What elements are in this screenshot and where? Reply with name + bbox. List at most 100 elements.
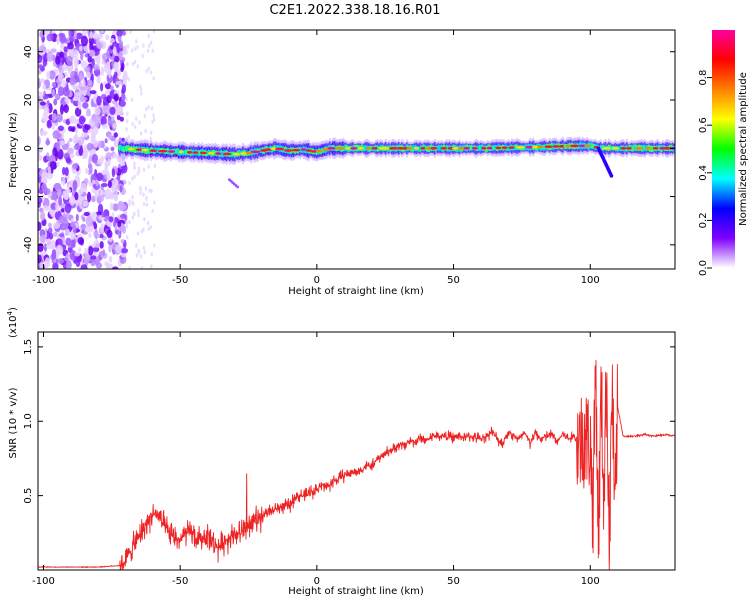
colorbar-tick-label: 0.0 — [698, 260, 709, 276]
noise-speckle — [100, 66, 105, 76]
noise-speckle — [79, 49, 84, 61]
noise-speckle — [142, 245, 146, 251]
noise-speckle — [65, 260, 72, 269]
noise-speckle — [96, 42, 104, 50]
noise-speckle — [38, 221, 42, 231]
ridge-core-dash — [178, 150, 184, 154]
noise-speckle — [144, 128, 147, 134]
noise-speckle — [125, 224, 129, 229]
noise-speckle — [142, 192, 145, 197]
noise-speckle — [113, 89, 120, 96]
noise-speckle — [39, 261, 44, 269]
noise-speckle — [49, 161, 57, 170]
noise-speckle — [133, 174, 136, 179]
ridge-core-dash — [440, 146, 448, 150]
noise-speckle — [151, 175, 155, 181]
noise-speckle — [114, 55, 120, 63]
noise-speckle — [83, 253, 91, 265]
ridge-core-dash — [186, 151, 193, 154]
noise-speckle — [69, 152, 75, 159]
spectrogram-x-tick-label: 100 — [581, 275, 600, 286]
noise-speckle — [58, 72, 64, 82]
spectrogram-x-tick-label: -100 — [32, 275, 55, 286]
noise-speckle — [100, 115, 107, 126]
noise-speckle — [55, 238, 63, 248]
noise-speckle — [149, 40, 153, 46]
noise-speckle — [55, 248, 60, 260]
noise-speckle — [87, 56, 93, 63]
ridge-core-dash — [570, 144, 580, 148]
ridge-core-dash — [525, 145, 534, 149]
ridge-core-dash — [402, 146, 408, 150]
noise-speckle — [139, 254, 143, 259]
noise-speckle — [119, 204, 127, 211]
ridge-core-dash — [501, 146, 508, 150]
noise-speckle — [88, 163, 93, 175]
noise-speckle — [91, 153, 99, 164]
noise-speckle — [115, 106, 121, 115]
ridge-core-dash — [620, 146, 627, 150]
noise-speckle — [55, 55, 61, 65]
noise-speckle — [94, 190, 98, 201]
noise-speckle — [127, 77, 130, 82]
noise-speckle — [48, 232, 54, 240]
noise-speckle — [113, 132, 118, 138]
noise-speckle — [62, 85, 70, 97]
noise-speckle — [83, 177, 89, 184]
noise-speckle — [60, 43, 65, 50]
noise-speckle — [136, 171, 139, 176]
noise-speckle — [137, 208, 140, 214]
ridge-core-dash — [426, 146, 432, 150]
noise-speckle — [51, 249, 57, 260]
noise-speckle — [77, 236, 84, 245]
noise-speckle — [113, 61, 119, 71]
noise-speckle — [153, 117, 156, 122]
noise-speckle — [90, 73, 94, 83]
noise-speckle — [97, 114, 101, 123]
noise-speckle — [147, 66, 150, 71]
noise-speckle — [38, 64, 43, 69]
noise-speckle — [39, 78, 46, 84]
noise-speckle — [100, 222, 104, 233]
noise-speckle — [101, 169, 108, 175]
noise-speckle — [121, 88, 125, 95]
noise-speckle — [122, 70, 128, 79]
noise-speckle — [61, 80, 67, 88]
ridge-core-dash — [327, 146, 336, 150]
noise-speckle — [128, 219, 131, 225]
noise-speckle — [38, 69, 42, 75]
noise-speckle — [53, 182, 61, 190]
noise-speckle — [120, 163, 128, 174]
noise-speckle — [86, 108, 91, 117]
noise-speckle — [113, 195, 118, 202]
noise-speckle — [82, 30, 87, 38]
noise-speckle — [39, 101, 46, 106]
noise-speckle — [46, 51, 54, 62]
noise-speckle — [85, 71, 91, 79]
noise-speckle — [139, 190, 142, 196]
noise-speckle — [137, 168, 141, 173]
colorbar-label: Normalized spectral amplitude — [738, 72, 749, 226]
noise-speckle — [100, 182, 108, 188]
noise-speckle — [75, 213, 79, 222]
noise-speckle — [91, 211, 98, 222]
noise-speckle — [38, 53, 43, 64]
noise-speckle — [120, 247, 129, 254]
noise-speckle — [128, 199, 131, 204]
ridge-core-dash — [192, 151, 199, 154]
noise-speckle — [112, 178, 119, 186]
noise-speckle — [65, 237, 72, 246]
noise-speckle — [150, 106, 154, 111]
ridge-core-dash — [531, 145, 540, 149]
noise-speckle — [81, 132, 88, 138]
noise-speckle — [67, 42, 74, 50]
noise-speckle — [57, 125, 64, 132]
noise-speckle — [137, 249, 141, 254]
noise-speckle — [131, 176, 134, 182]
noise-speckle — [72, 180, 78, 191]
noise-speckle — [44, 30, 50, 36]
noise-speckle — [84, 124, 91, 131]
ridge-core-dash — [149, 149, 158, 153]
ridge-core-dash — [275, 147, 285, 151]
noise-speckle — [147, 164, 150, 169]
